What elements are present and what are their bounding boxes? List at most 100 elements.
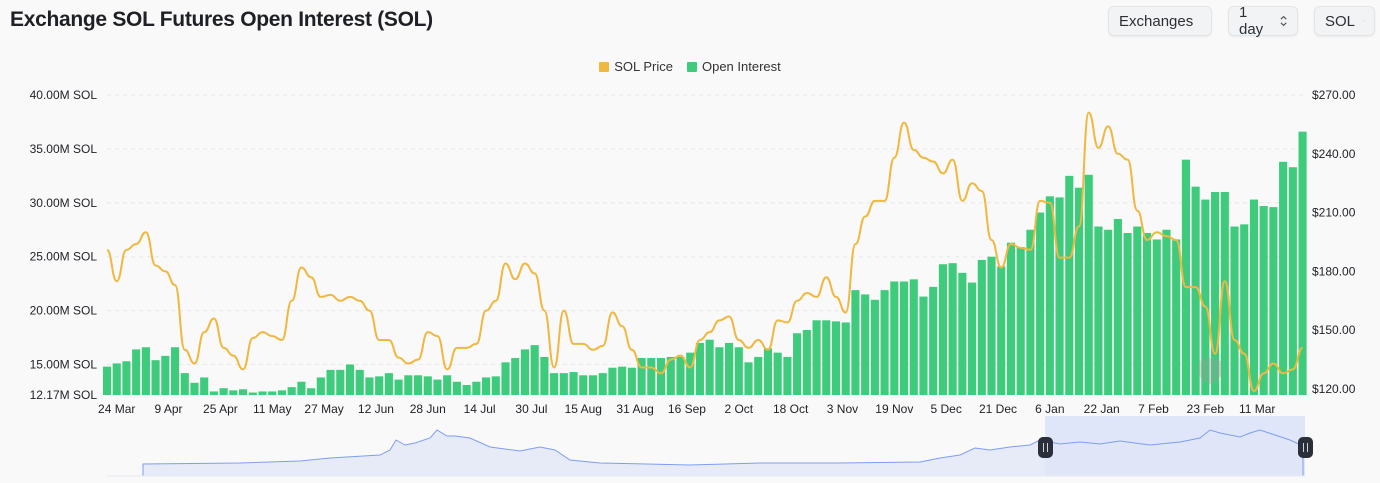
open-interest-bar[interactable] <box>520 349 530 395</box>
open-interest-bar[interactable] <box>608 367 617 395</box>
open-interest-bar[interactable] <box>540 356 549 395</box>
open-interest-bar[interactable] <box>1249 199 1259 395</box>
open-interest-bar[interactable] <box>316 377 325 395</box>
open-interest-bar[interactable] <box>1104 229 1113 395</box>
open-interest-bar[interactable] <box>1094 226 1103 395</box>
navigator-handle-left[interactable] <box>1038 437 1053 458</box>
exchanges-select[interactable]: Exchanges <box>1108 6 1212 36</box>
open-interest-bar[interactable] <box>355 369 364 395</box>
open-interest-bar[interactable] <box>559 373 568 395</box>
open-interest-bar[interactable] <box>239 389 248 395</box>
open-interest-bar[interactable] <box>987 256 996 395</box>
open-interest-bar[interactable] <box>1142 232 1152 395</box>
open-interest-bar[interactable] <box>627 367 636 395</box>
open-interest-bar[interactable] <box>734 347 743 395</box>
open-interest-bar[interactable] <box>763 348 773 395</box>
open-interest-bar[interactable] <box>112 363 121 395</box>
open-interest-bar[interactable] <box>656 358 666 395</box>
open-interest-bar[interactable] <box>569 372 578 395</box>
open-interest-bar[interactable] <box>268 391 277 395</box>
open-interest-bar[interactable] <box>472 381 481 395</box>
open-interest-bar[interactable] <box>482 377 491 395</box>
open-interest-bar[interactable] <box>705 339 714 395</box>
open-interest-bar[interactable] <box>802 329 811 395</box>
open-interest-bar[interactable] <box>715 347 724 395</box>
open-interest-bar[interactable] <box>666 356 675 395</box>
open-interest-bar[interactable] <box>598 373 607 395</box>
open-interest-bar[interactable] <box>618 366 627 395</box>
open-interest-bar[interactable] <box>394 379 403 395</box>
open-interest-bar[interactable] <box>365 377 374 395</box>
open-interest-bar[interactable] <box>890 281 899 395</box>
open-interest-bar[interactable] <box>647 358 656 395</box>
open-interest-bar[interactable] <box>423 376 432 395</box>
open-interest-bar[interactable] <box>132 349 141 395</box>
open-interest-bar[interactable] <box>948 263 957 395</box>
open-interest-bar[interactable] <box>1259 206 1268 395</box>
open-interest-bar[interactable] <box>501 362 510 395</box>
open-interest-bar[interactable] <box>919 296 928 395</box>
open-interest-bar[interactable] <box>345 364 355 395</box>
open-interest-bar[interactable] <box>404 375 413 395</box>
open-interest-bar[interactable] <box>822 320 831 395</box>
open-interest-bar[interactable] <box>326 369 335 395</box>
open-interest-bar[interactable] <box>491 376 500 395</box>
open-interest-bar[interactable] <box>1065 175 1074 395</box>
open-interest-bar[interactable] <box>783 356 792 395</box>
open-interest-bar[interactable] <box>443 375 452 395</box>
open-interest-bar[interactable] <box>1036 212 1045 395</box>
open-interest-bar[interactable] <box>413 375 423 395</box>
open-interest-bar[interactable] <box>676 356 685 395</box>
open-interest-bar[interactable] <box>1006 242 1016 395</box>
open-interest-bar[interactable] <box>122 361 131 395</box>
open-interest-bar[interactable] <box>219 388 228 395</box>
open-interest-bar[interactable] <box>550 373 559 395</box>
interval-select[interactable]: 1 day <box>1228 4 1298 38</box>
open-interest-bar[interactable] <box>102 366 112 395</box>
open-interest-bar[interactable] <box>1172 239 1181 395</box>
open-interest-bar[interactable] <box>968 282 977 395</box>
navigator-handle-right[interactable] <box>1298 437 1313 458</box>
open-interest-bar[interactable] <box>141 347 150 395</box>
open-interest-bar[interactable] <box>1298 131 1307 395</box>
open-interest-bar[interactable] <box>695 342 704 395</box>
open-interest-bar[interactable] <box>1055 197 1064 395</box>
open-interest-bar[interactable] <box>151 360 160 395</box>
open-interest-bar[interactable] <box>909 279 918 395</box>
open-interest-bar[interactable] <box>725 342 734 395</box>
open-interest-bar[interactable] <box>1211 192 1220 395</box>
open-interest-bar[interactable] <box>1152 239 1161 395</box>
open-interest-bar[interactable] <box>637 358 646 395</box>
open-interest-bar[interactable] <box>1162 229 1171 395</box>
open-interest-bar[interactable] <box>744 362 753 395</box>
open-interest-bar[interactable] <box>861 294 870 395</box>
open-interest-bar[interactable] <box>297 381 306 395</box>
open-interest-bar[interactable] <box>1026 229 1035 395</box>
unit-select[interactable]: SOL <box>1314 6 1375 36</box>
open-interest-bar[interactable] <box>190 382 199 395</box>
open-interest-bar[interactable] <box>1279 161 1288 395</box>
open-interest-bar[interactable] <box>929 286 938 395</box>
open-interest-bar[interactable] <box>1181 159 1190 395</box>
open-interest-bar[interactable] <box>793 333 802 395</box>
open-interest-bar[interactable] <box>462 384 471 395</box>
open-interest-bar[interactable] <box>433 379 442 395</box>
open-interest-bar[interactable] <box>754 356 763 395</box>
open-interest-bar[interactable] <box>170 347 180 395</box>
open-interest-bar[interactable] <box>938 264 947 395</box>
open-interest-bar[interactable] <box>1201 199 1210 395</box>
open-interest-bar[interactable] <box>1288 167 1297 395</box>
open-interest-bar[interactable] <box>841 322 850 395</box>
legend-item-sol-price[interactable]: SOL Price <box>599 59 673 74</box>
open-interest-bar[interactable] <box>1045 196 1054 395</box>
open-interest-bar[interactable] <box>579 375 588 395</box>
open-interest-bar[interactable] <box>336 369 345 395</box>
open-interest-bar[interactable] <box>180 373 189 395</box>
open-interest-bar[interactable] <box>1220 192 1229 395</box>
open-interest-bar[interactable] <box>161 355 170 395</box>
open-interest-bar[interactable] <box>686 352 695 395</box>
open-interest-bar[interactable] <box>1240 224 1249 395</box>
open-interest-bar[interactable] <box>307 388 316 395</box>
open-interest-bar[interactable] <box>511 358 520 395</box>
open-interest-bar[interactable] <box>1269 207 1278 395</box>
